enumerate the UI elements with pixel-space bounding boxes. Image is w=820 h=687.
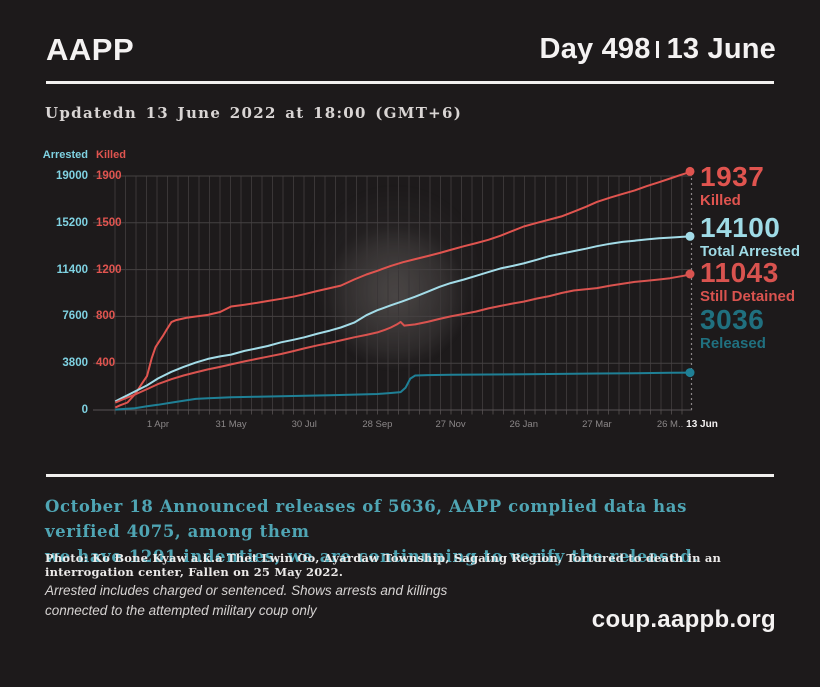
arrested-tick-label: 15200: [56, 216, 88, 229]
end-label-caption: Total Arrested: [700, 243, 801, 260]
end-label-value: 1937: [700, 161, 765, 192]
day-counter: Day 498 13 June: [540, 33, 776, 66]
day-counter-label: Day 498: [539, 33, 651, 65]
arrested-tick-label: 3800: [62, 357, 88, 370]
end-label-released: 3036 Released: [700, 304, 766, 352]
end-label-caption: Still Detained: [700, 288, 796, 305]
series-line-killed: [114, 170, 693, 409]
arrested-tick-label: 0: [81, 404, 88, 416]
arrested-tick-label: 19000: [56, 170, 88, 182]
date-tick-label: 26 M..: [656, 419, 684, 430]
header-date: 13 June: [666, 33, 776, 65]
series-endpoint-dot: [685, 231, 695, 241]
date-tick-label: 27 Mar: [582, 419, 612, 430]
killed-tick-label: 1500: [96, 216, 122, 229]
killed-tick-label: 1900: [96, 170, 122, 182]
methodology-disclaimer: Arrested includes charged or sentenced. …: [45, 581, 447, 621]
date-tick-label: 13 Jun: [686, 419, 718, 430]
end-label-value: 14100: [700, 212, 781, 243]
updated-timestamp: Updatedn 13 June 2022 at 18:00 (GMT+6): [45, 104, 463, 122]
date-tick-label: 1 Apr: [146, 419, 170, 430]
series-endpoint-dot: [685, 166, 695, 176]
series-endpoint-dot: [685, 269, 695, 279]
left-axis-title: Arrested: [42, 149, 88, 161]
separator-bar-icon: [655, 41, 659, 58]
app-title: AAPP: [46, 32, 135, 67]
end-label-total-arrested: 14100 Total Arrested: [700, 212, 801, 260]
date-tick-label: 27 Nov: [435, 419, 466, 430]
footer-divider: [46, 474, 774, 477]
right-axis-title: Killed: [96, 149, 126, 161]
website-url: coup.aappb.org: [591, 606, 776, 633]
series-line-total-arrested: [114, 235, 693, 403]
photo-caption: Photo: Ko Bone Kyaw a.k.a Thet Lwin Oo, …: [45, 551, 722, 579]
disclaimer-line1: Arrested includes charged or sentenced. …: [45, 583, 448, 598]
series-line-still-detained: [114, 273, 693, 404]
arrested-tick-label: 11400: [56, 263, 88, 276]
series-endpoint-dot: [685, 368, 695, 378]
disclaimer-line2: connected to the attempted military coup…: [45, 603, 317, 618]
october-release-note: October 18 Announced releases of 5636, A…: [45, 494, 765, 569]
date-tick-label: 26 Jan: [509, 419, 538, 430]
end-label-still-detained: 11043 Still Detained: [700, 257, 796, 305]
end-label-caption: Killed: [700, 192, 741, 209]
killed-tick-label: 800: [96, 310, 116, 323]
killed-tick-label: 400: [96, 357, 116, 370]
series-line-released: [115, 371, 693, 411]
arrested-tick-label: 7600: [62, 310, 88, 323]
end-label-value: 3036: [700, 304, 765, 335]
end-label-value: 11043: [700, 257, 779, 288]
end-label-killed: 1937 Killed: [700, 161, 765, 209]
date-tick-label: 30 Jul: [291, 419, 317, 430]
header-divider: [46, 81, 774, 84]
background-portrait-image: [288, 168, 503, 408]
date-tick-label: 28 Sep: [362, 419, 393, 430]
october-note-line1: October 18 Announced releases of 5636, A…: [45, 497, 687, 541]
october-note-line2: we have 1201 indenties, we are continuni…: [45, 547, 699, 566]
date-tick-label: 31 May: [215, 419, 247, 430]
end-label-caption: Released: [700, 335, 766, 352]
killed-tick-label: 1200: [96, 263, 122, 276]
